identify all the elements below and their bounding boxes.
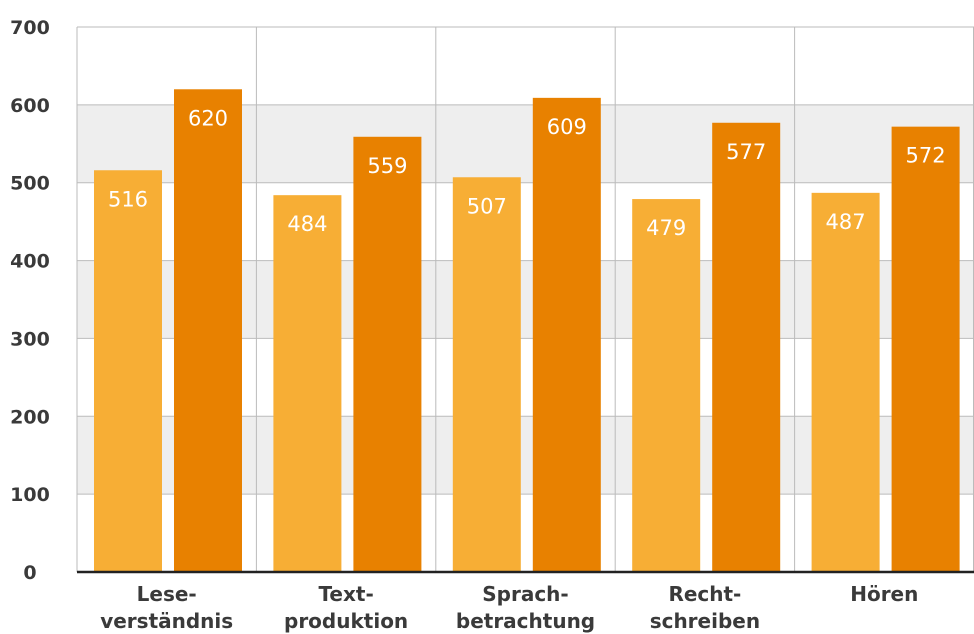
y-tick-label: 300 [10, 328, 50, 350]
bar [174, 89, 242, 573]
bar [94, 170, 162, 572]
data-label: 620 [188, 106, 228, 130]
x-category-label: Recht-schreiben [650, 582, 760, 633]
data-label: 479 [646, 216, 686, 240]
bar [811, 192, 880, 573]
y-tick-label: 500 [10, 173, 50, 195]
bar [353, 136, 422, 572]
x-category-label: Sprach-betrachtung [456, 582, 595, 633]
data-label: 516 [108, 187, 148, 211]
x-category-labels: Lese-verständnis Text-produktion Sprach-be… [100, 582, 918, 633]
bar [891, 126, 960, 573]
y-tick-label: 400 [10, 251, 50, 273]
y-tick-label: 200 [10, 406, 50, 428]
bar [452, 177, 521, 572]
data-label: 609 [547, 115, 587, 139]
data-labels: 516 620 484 559 507 609 479 577 487 572 [108, 106, 946, 240]
y-tick-label: 0 [23, 562, 36, 584]
y-tick-labels: 0 100 200 300 400 500 600 700 [10, 17, 50, 584]
y-tick-label: 100 [10, 484, 50, 506]
data-label: 572 [906, 144, 946, 168]
bar [532, 97, 601, 572]
data-label: 559 [367, 154, 407, 178]
y-tick-label: 700 [10, 17, 50, 39]
y-tick-label: 600 [10, 95, 50, 117]
bar [632, 199, 701, 573]
x-category-label: Hören [850, 582, 918, 606]
bars [94, 89, 960, 573]
data-label: 507 [467, 194, 507, 218]
data-label: 577 [726, 140, 766, 164]
x-category-label: Lese-verständnis [100, 582, 233, 633]
data-label: 487 [826, 210, 866, 234]
x-category-label: Text-produktion [284, 582, 408, 633]
data-label: 484 [287, 212, 327, 236]
bar [712, 122, 781, 572]
bar [273, 195, 342, 572]
